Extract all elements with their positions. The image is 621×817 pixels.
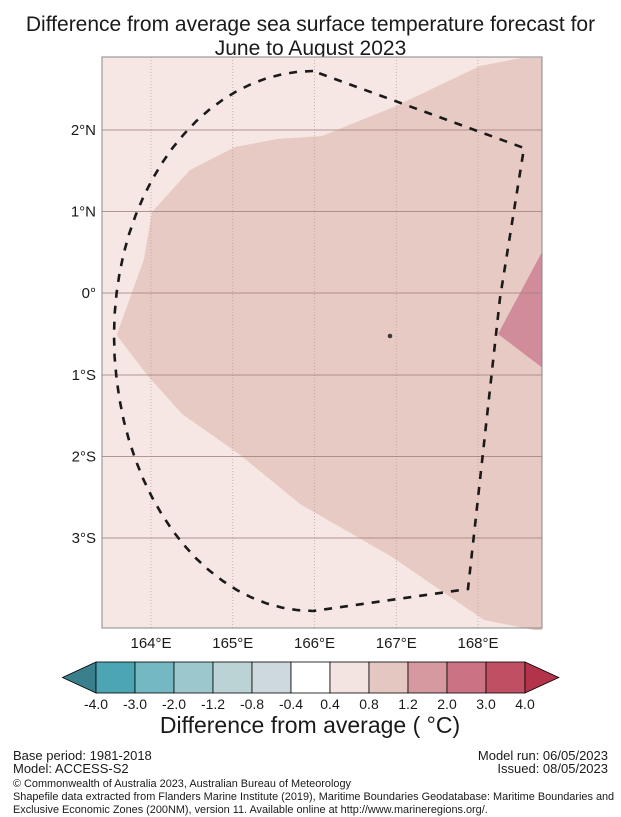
svg-text:168°E: 168°E — [457, 635, 498, 652]
svg-text:Difference from average ( °C): Difference from average ( °C) — [160, 712, 460, 738]
svg-text:2°N: 2°N — [71, 122, 96, 139]
svg-text:2°S: 2°S — [72, 449, 96, 466]
svg-text:0.4: 0.4 — [320, 696, 340, 712]
svg-text:2.0: 2.0 — [437, 696, 457, 712]
svg-text:1°S: 1°S — [72, 367, 96, 384]
svg-text:167°E: 167°E — [376, 635, 417, 652]
svg-text:164°E: 164°E — [130, 635, 171, 652]
svg-text:-0.8: -0.8 — [240, 696, 264, 712]
svg-text:0°: 0° — [82, 285, 96, 302]
svg-text:165°E: 165°E — [212, 635, 253, 652]
svg-text:-1.2: -1.2 — [201, 696, 225, 712]
svg-text:3°S: 3°S — [72, 530, 96, 547]
svg-text:1.2: 1.2 — [398, 696, 418, 712]
svg-text:0.8: 0.8 — [359, 696, 379, 712]
svg-text:4.0: 4.0 — [515, 696, 535, 712]
svg-text:-2.0: -2.0 — [162, 696, 186, 712]
svg-text:-3.0: -3.0 — [123, 696, 147, 712]
svg-text:-4.0: -4.0 — [84, 696, 108, 712]
svg-text:3.0: 3.0 — [476, 696, 496, 712]
svg-text:-0.4: -0.4 — [279, 696, 303, 712]
svg-text:1°N: 1°N — [71, 204, 96, 221]
svg-text:166°E: 166°E — [294, 635, 335, 652]
